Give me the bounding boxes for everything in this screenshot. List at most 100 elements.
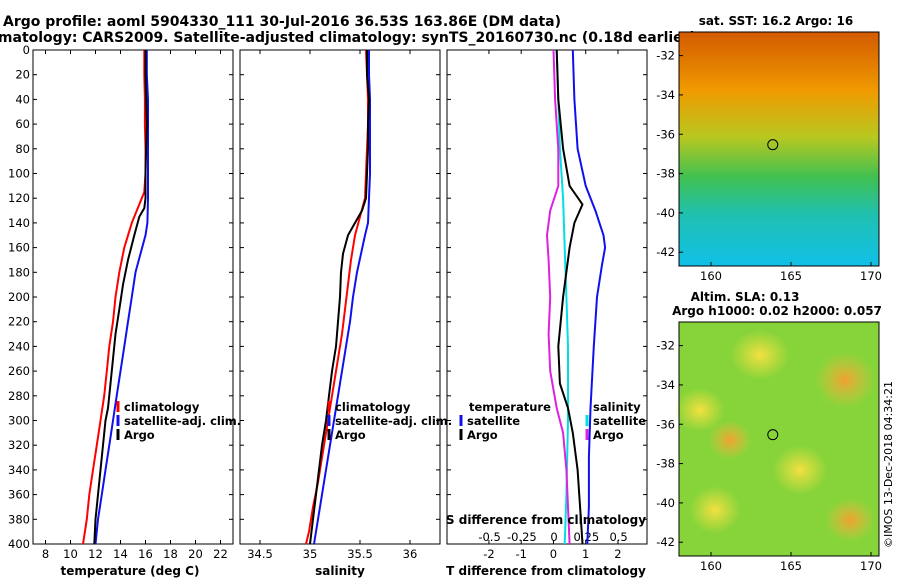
y-tick-label: 80 [15, 142, 30, 156]
top-x-tick-label: -0.5 [478, 530, 500, 544]
x-tick-label: 12 [88, 547, 103, 561]
salinity-legend: climatology satellite-adj. clim. Argo [327, 400, 452, 442]
difference-panel-frame [446, 49, 648, 545]
series-s-satellite [571, 49, 607, 545]
x-tick-label: 22 [213, 547, 228, 561]
tdiff-xlabel: T difference from climatology [446, 564, 646, 578]
sla-anomaly [708, 420, 752, 460]
series-climatology [82, 50, 147, 545]
axis-ticks-layer: 0204060801001201401601802002202402602803… [8, 43, 647, 561]
legend-label-t-argo: Argo [467, 428, 498, 442]
y-tick-label: 100 [8, 167, 30, 181]
x-tick-label: 18 [163, 547, 178, 561]
series-climatology [305, 49, 369, 545]
imos-credit: ©IMOS 13-Dec-2018 04:34:21 [882, 381, 895, 548]
series-argo [93, 50, 148, 545]
series-s-argo [546, 49, 571, 545]
legend-label-s-satellite: satellite [593, 414, 646, 428]
x-tick-label: 8 [42, 547, 49, 561]
map-x-tick-label: 165 [780, 559, 802, 573]
map-x-tick-label: 165 [780, 269, 802, 283]
sdiff-legend: salinity satellite Argo [585, 400, 646, 442]
y-tick-label: 400 [8, 537, 30, 551]
x-tick-label: -2 [483, 547, 494, 561]
x-tick-label: 1 [582, 547, 589, 561]
sst-map-frame [678, 31, 880, 267]
figure-title-line-2: Climatology: CARS2009. Satellite-adjuste… [0, 30, 696, 46]
series-argo [309, 50, 370, 545]
map-y-tick-label: -34 [656, 378, 675, 392]
top-x-tick-label: 0.5 [609, 530, 627, 544]
y-tick-label: 160 [8, 241, 30, 255]
y-tick-label: 0 [23, 43, 30, 57]
y-tick-label: 300 [8, 414, 30, 428]
top-x-tick-label: 0.25 [574, 530, 600, 544]
sla-anomaly [815, 352, 875, 408]
y-tick-label: 60 [15, 117, 30, 131]
map-y-tick-label: -32 [656, 339, 675, 353]
x-tick-label: 36 [403, 547, 418, 561]
map-ticks-layer: 160 165 170 -32 -34 -36 -38 -40 -42 160 165 170 -32 -… [656, 49, 882, 573]
map-y-tick-label: -40 [656, 496, 675, 510]
legend-heading-temperature: temperature [469, 400, 551, 414]
y-tick-label: 280 [8, 389, 30, 403]
legend-heading-salinity: salinity [593, 400, 641, 414]
map-x-tick-label: 160 [700, 269, 722, 283]
temperature-xlabel: temperature (deg C) [61, 564, 200, 578]
top-x-tick-label: -0.25 [507, 530, 537, 544]
sla-map-title-2: Argo h1000: 0.02 h2000: 0.057 [672, 304, 882, 318]
y-tick-label: 380 [8, 512, 30, 526]
figure-title-line-1: Argo profile: aoml 5904330_111 30-Jul-20… [3, 14, 561, 30]
map-y-tick-label: -38 [656, 167, 675, 181]
legend-label-climatology: climatology [335, 400, 411, 414]
y-tick-label: 260 [8, 364, 30, 378]
legend-label-t-satellite: satellite [467, 414, 520, 428]
x-tick-label: 10 [63, 547, 78, 561]
x-tick-label: -1 [515, 547, 526, 561]
legend-label-argo: Argo [124, 428, 155, 442]
sst-field [679, 32, 879, 266]
map-y-tick-label: -38 [656, 457, 675, 471]
series-satellite-adj-clim [313, 50, 371, 545]
x-tick-label: 0 [550, 547, 557, 561]
legend-label-argo: Argo [335, 428, 366, 442]
sst-argo-location-marker [767, 139, 779, 151]
legend-label-s-argo: Argo [593, 428, 624, 442]
y-tick-label: 200 [8, 290, 30, 304]
sla-argo-location-marker [767, 429, 779, 441]
x-tick-label: 14 [113, 547, 128, 561]
sst-map-title: sat. SST: 16.2 Argo: 16 [699, 14, 853, 28]
map-y-tick-label: -36 [656, 417, 675, 431]
top-x-tick-label: 0 [550, 530, 557, 544]
y-tick-label: 220 [8, 315, 30, 329]
x-tick-label: 35.5 [347, 547, 373, 561]
sla-anomaly [825, 498, 875, 542]
y-tick-label: 340 [8, 463, 30, 477]
sst-map [678, 31, 880, 267]
sla-anomaly [689, 486, 741, 534]
map-x-tick-label: 160 [700, 559, 722, 573]
map-x-tick-label: 170 [860, 269, 882, 283]
sla-map-frame [678, 321, 880, 557]
series-satellite-adj-clim [94, 50, 149, 545]
sla-anomaly [675, 388, 725, 432]
map-y-tick-label: -40 [656, 206, 675, 220]
y-tick-label: 140 [8, 216, 30, 230]
map-x-tick-label: 170 [860, 559, 882, 573]
temperature-legend: climatology satellite-adj. clim. Argo [116, 400, 241, 442]
map-y-tick-label: -36 [656, 127, 675, 141]
map-y-tick-label: -34 [656, 88, 675, 102]
legend-label-satellite: satellite-adj. clim. [335, 414, 452, 428]
y-tick-label: 40 [15, 92, 30, 106]
salinity-xlabel: salinity [315, 564, 365, 578]
y-tick-label: 180 [8, 265, 30, 279]
y-tick-label: 360 [8, 488, 30, 502]
legend-label-climatology: climatology [124, 400, 200, 414]
x-tick-label: 20 [188, 547, 203, 561]
tdiff-legend: temperature satellite Argo [459, 400, 551, 442]
y-tick-label: 240 [8, 339, 30, 353]
sla-anomaly [772, 445, 828, 495]
map-y-tick-label: -32 [656, 49, 675, 63]
x-tick-label: 16 [138, 547, 153, 561]
